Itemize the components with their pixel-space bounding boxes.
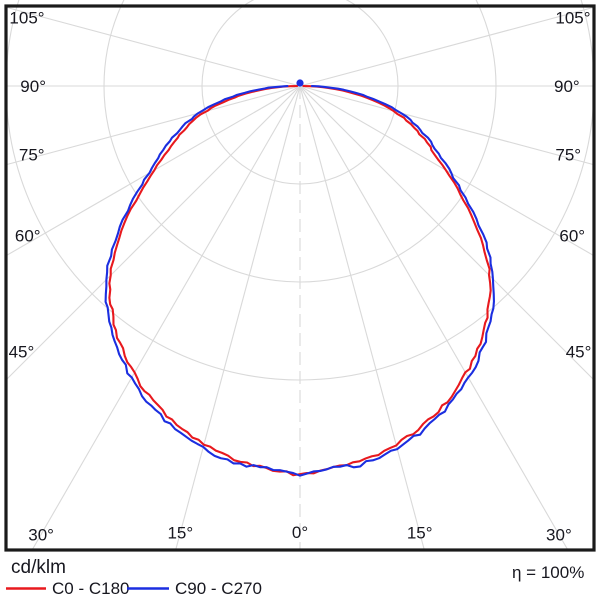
svg-text:75°: 75° (555, 145, 581, 164)
svg-text:15°: 15° (407, 524, 433, 543)
svg-text:105°: 105° (9, 9, 44, 28)
svg-text:C90 - C270: C90 - C270 (175, 579, 262, 598)
svg-text:C0 - C180: C0 - C180 (52, 579, 129, 598)
svg-text:90°: 90° (20, 77, 46, 96)
svg-text:η = 100%: η = 100% (512, 563, 584, 582)
svg-text:30°: 30° (28, 525, 54, 544)
svg-text:60°: 60° (15, 227, 41, 246)
svg-text:15°: 15° (167, 524, 193, 543)
svg-text:60°: 60° (559, 227, 585, 246)
svg-text:45°: 45° (9, 343, 35, 362)
svg-text:0°: 0° (292, 523, 308, 542)
svg-text:cd/klm: cd/klm (11, 557, 66, 578)
svg-text:90°: 90° (554, 77, 580, 96)
svg-text:45°: 45° (566, 343, 592, 362)
svg-text:105°: 105° (555, 9, 590, 28)
svg-text:30°: 30° (546, 525, 572, 544)
svg-text:75°: 75° (19, 145, 45, 164)
